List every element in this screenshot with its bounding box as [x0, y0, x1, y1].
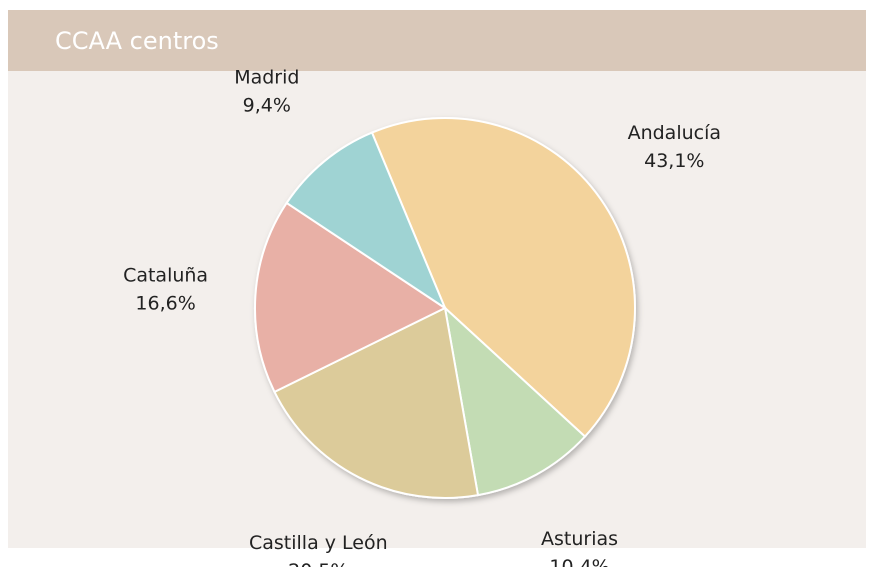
slice-value-label: 43,1%: [644, 150, 704, 172]
slice-value-label: 16,6%: [135, 293, 195, 315]
pie: [254, 117, 636, 499]
chart-title: CCAA centros: [55, 27, 219, 55]
slice-value-label: 9,4%: [243, 95, 291, 117]
pie-slice: [254, 201, 448, 394]
pie-slice: [443, 305, 587, 497]
pie-slice: [285, 131, 448, 311]
slice-value-label: 20,5%: [288, 560, 348, 567]
pie-slice: [273, 306, 480, 499]
slice-label: Andalucía: [628, 122, 721, 144]
slice-label: Castilla y León: [249, 532, 388, 554]
pie-slice: [370, 117, 636, 438]
slice-value-label: 10,4%: [549, 556, 609, 567]
slice-label: Cataluña: [123, 265, 208, 287]
slice-label: Asturias: [541, 528, 618, 550]
header: [8, 10, 866, 71]
slice-label: Madrid: [234, 67, 299, 89]
